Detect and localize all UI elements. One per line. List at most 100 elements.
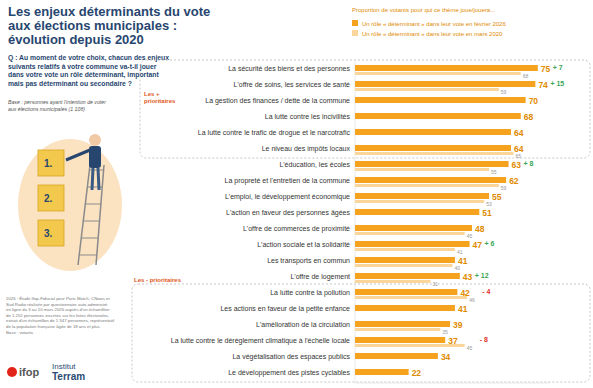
bar-2026 (355, 369, 409, 375)
source-note: Sud Radio réalisée par questionnaire aut… (6, 302, 108, 307)
change-label: + 15 (550, 80, 564, 87)
base-note: aux élections municipales (1 108) (8, 106, 85, 112)
data-label: 74 (538, 80, 548, 90)
data-label-2020: 59 (501, 185, 507, 191)
board-label: 2. (44, 193, 53, 204)
group-label: Les +prioritaires (144, 91, 176, 104)
change-label: + 12 (475, 272, 489, 279)
data-label: 37 (448, 336, 458, 346)
bar-2020 (355, 152, 513, 155)
category-label: Le niveau des impôts locaux (262, 145, 351, 153)
data-label-2020: 45 (467, 233, 473, 239)
title: Les enjeux déterminants du vote (8, 4, 210, 19)
category-label: L'action sociale et la solidarité (257, 241, 350, 248)
logo-mark (7, 367, 17, 377)
data-label: 75 (541, 64, 551, 74)
board-label: 3. (44, 228, 53, 239)
data-label: 51 (482, 208, 492, 218)
data-label-2020: 46 (469, 297, 475, 303)
category-label: L'action en faveur des personnes âgées (226, 209, 350, 217)
bar-2026 (355, 193, 489, 199)
data-label-2020: 45 (467, 345, 473, 351)
question: suivants relatifs à votre commune va-t-i… (8, 63, 157, 71)
category-label: La lutte contre le dérèglement climatiqu… (171, 337, 350, 345)
legend-title: Proportion de votants pour qui ce thème … (352, 7, 495, 13)
bar-2026 (355, 177, 506, 183)
change-label: + 6 (485, 240, 495, 247)
question: Q : Au moment de votre choix, chacun des… (8, 54, 169, 62)
data-label-2020: 35 (442, 329, 448, 335)
data-label: 48 (475, 224, 485, 234)
data-label: 55 (492, 192, 502, 202)
data-label: 39 (453, 320, 463, 330)
ladder (78, 165, 90, 265)
category-label: Le développement des pistes cyclables (228, 369, 350, 377)
change-label: - 4 (482, 288, 490, 295)
ladder-rung (89, 170, 104, 171)
bar-2026 (355, 353, 438, 359)
data-label: 64 (514, 128, 524, 138)
data-label-2020: 68 (523, 73, 529, 79)
illustration-bg (18, 139, 122, 271)
data-label-2020: 55 (491, 169, 497, 175)
bar-2026 (355, 241, 470, 247)
person-leg (98, 168, 99, 190)
category-label: L'offre de logement (290, 273, 350, 281)
board (38, 185, 64, 211)
source-note: de 1 252 personnes inscrites sur les lis… (6, 313, 109, 318)
title: évolution depuis 2020 (8, 32, 144, 47)
board (38, 150, 64, 176)
legend-label: Un rôle « déterminant » dans leur vote e… (362, 31, 503, 37)
group-box (140, 60, 590, 158)
base-note: Base : personnes ayant l'intention de vo… (8, 99, 106, 105)
source-note: 2026 : Étude Ifop-Fiducial pour Paris Ma… (6, 296, 110, 301)
person-body (89, 146, 101, 168)
data-label: 68 (524, 112, 534, 122)
bar-2026 (355, 337, 445, 343)
bar-2026 (355, 81, 535, 87)
bar-2020 (355, 200, 484, 203)
logo: Institut (52, 362, 76, 371)
category-label: Les actions en faveur de la petite enfan… (220, 305, 350, 313)
ladder-rung (83, 221, 100, 222)
question: dans votre vote un rôle déterminant, imp… (8, 71, 159, 79)
bar-2020 (355, 328, 440, 331)
change-label: - 8 (480, 336, 488, 343)
logo: ifop (19, 366, 39, 378)
bar-2020 (355, 168, 489, 171)
bar-2020 (355, 280, 431, 283)
source-note: de la population française âgée de 18 an… (6, 324, 101, 329)
category-label: La lutte contre la pollution (270, 289, 350, 297)
category-label: L'éducation, les écoles (279, 161, 350, 168)
change-label: + 8 (524, 160, 534, 167)
bar-2026 (355, 145, 511, 151)
source-note: extrait d'un échantillon de 1 347 person… (6, 318, 115, 323)
ladder-rung (79, 255, 97, 256)
data-label-2020: 59 (501, 89, 507, 95)
data-label-2020: 40 (455, 265, 461, 271)
ladder-rung (85, 204, 101, 205)
category-label: La lutte contre les incivilités (265, 113, 351, 120)
category-label: La végétalisation des espaces publics (232, 353, 350, 361)
legend-swatch (352, 30, 358, 36)
category-label: La propreté et l'entretien de la commune (225, 177, 351, 185)
data-label-2020: 53 (486, 201, 492, 207)
bar-2026 (355, 161, 509, 167)
category-label: L'offre de commerces de proximité (243, 225, 350, 233)
bar-2026 (355, 273, 460, 279)
group-label: Les - prioritaires (134, 277, 182, 283)
group-label-part: Les + (144, 91, 160, 97)
title: aux élections municipales : (8, 18, 177, 33)
ladder-rung (81, 238, 98, 239)
bar-2020 (355, 232, 465, 235)
category-label: La gestion des finances / dette de la co… (205, 97, 350, 105)
chart: Les enjeux déterminants du voteaux élect… (0, 0, 593, 388)
data-label: 22 (412, 368, 422, 378)
question: mais pas déterminant ou secondaire ? (8, 80, 132, 88)
bar-2020 (355, 72, 521, 75)
bar-2020 (355, 184, 499, 187)
bar-2026 (355, 113, 521, 119)
data-label-2020: 31 (433, 281, 439, 287)
bar-2026 (355, 257, 455, 263)
bar-2020 (355, 264, 453, 267)
